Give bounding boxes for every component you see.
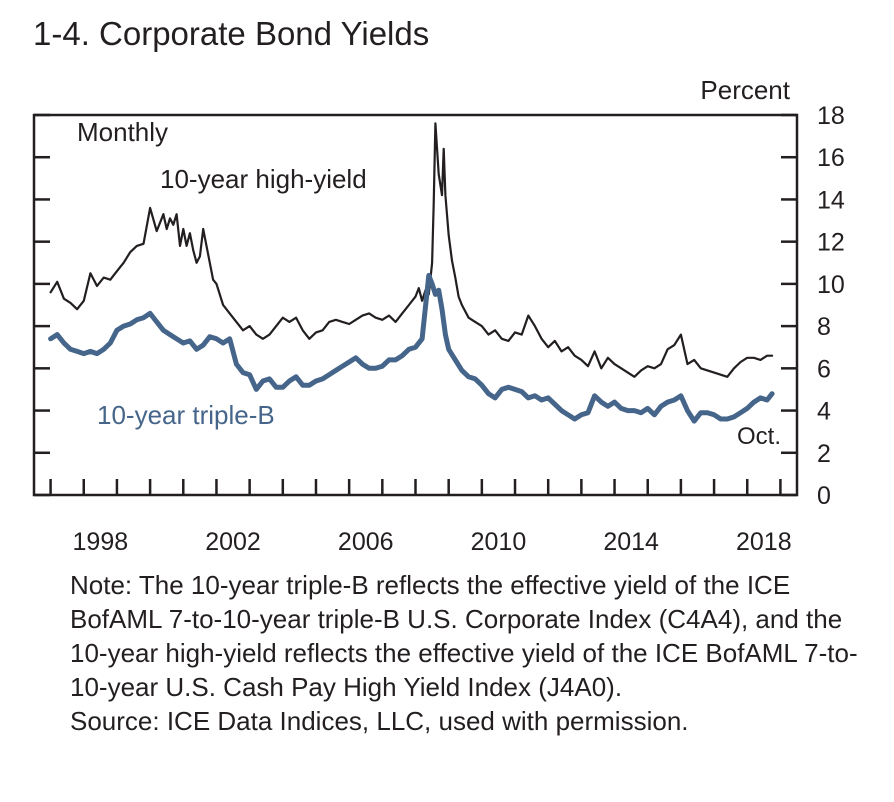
y-tick-label: 8 [817,313,831,341]
x-tick-label: 2006 [338,528,394,556]
x-tick-label: 1998 [73,528,129,556]
y-tick-label: 18 [817,102,845,130]
x-tick-label: 2002 [205,528,261,556]
y-tick-label: 6 [817,355,831,383]
y-tick-label: 12 [817,229,845,257]
series-label-triple-b: 10-year triple-B [97,400,275,430]
notes: Note: The 10-year triple-B reflects the … [32,568,862,738]
end-label-oct: Oct. [737,423,781,450]
y-tick-label: 4 [817,398,831,426]
x-tick-label: 2010 [471,528,527,556]
frequency-label: Monthly [77,117,168,147]
y-tick-label: 14 [817,186,845,214]
x-tick-label: 2014 [603,528,659,556]
plot-frame [32,113,799,497]
y-tick-label: 0 [817,482,831,510]
note-text: Note: The 10-year triple-B reflects the … [70,570,858,702]
chart-title: 1-4. Corporate Bond Yields [33,15,430,52]
series-line-triple-b [48,272,775,424]
chart: 0 2 4 6 8 10 12 14 16 18 1998 2002 2006 2010 2014 2018… [32,75,845,556]
y-tick-label: 2 [817,440,831,468]
x-tick-label: 2018 [736,528,792,556]
y-tick-label: 10 [817,271,845,299]
series-label-high-yield: 10-year high-yield [160,164,367,194]
y-tick-label: 16 [817,144,845,172]
series-line-high-yield [49,122,774,378]
unit-label: Percent [700,75,790,105]
source-text: Source: ICE Data Indices, LLC, used with… [70,706,689,736]
